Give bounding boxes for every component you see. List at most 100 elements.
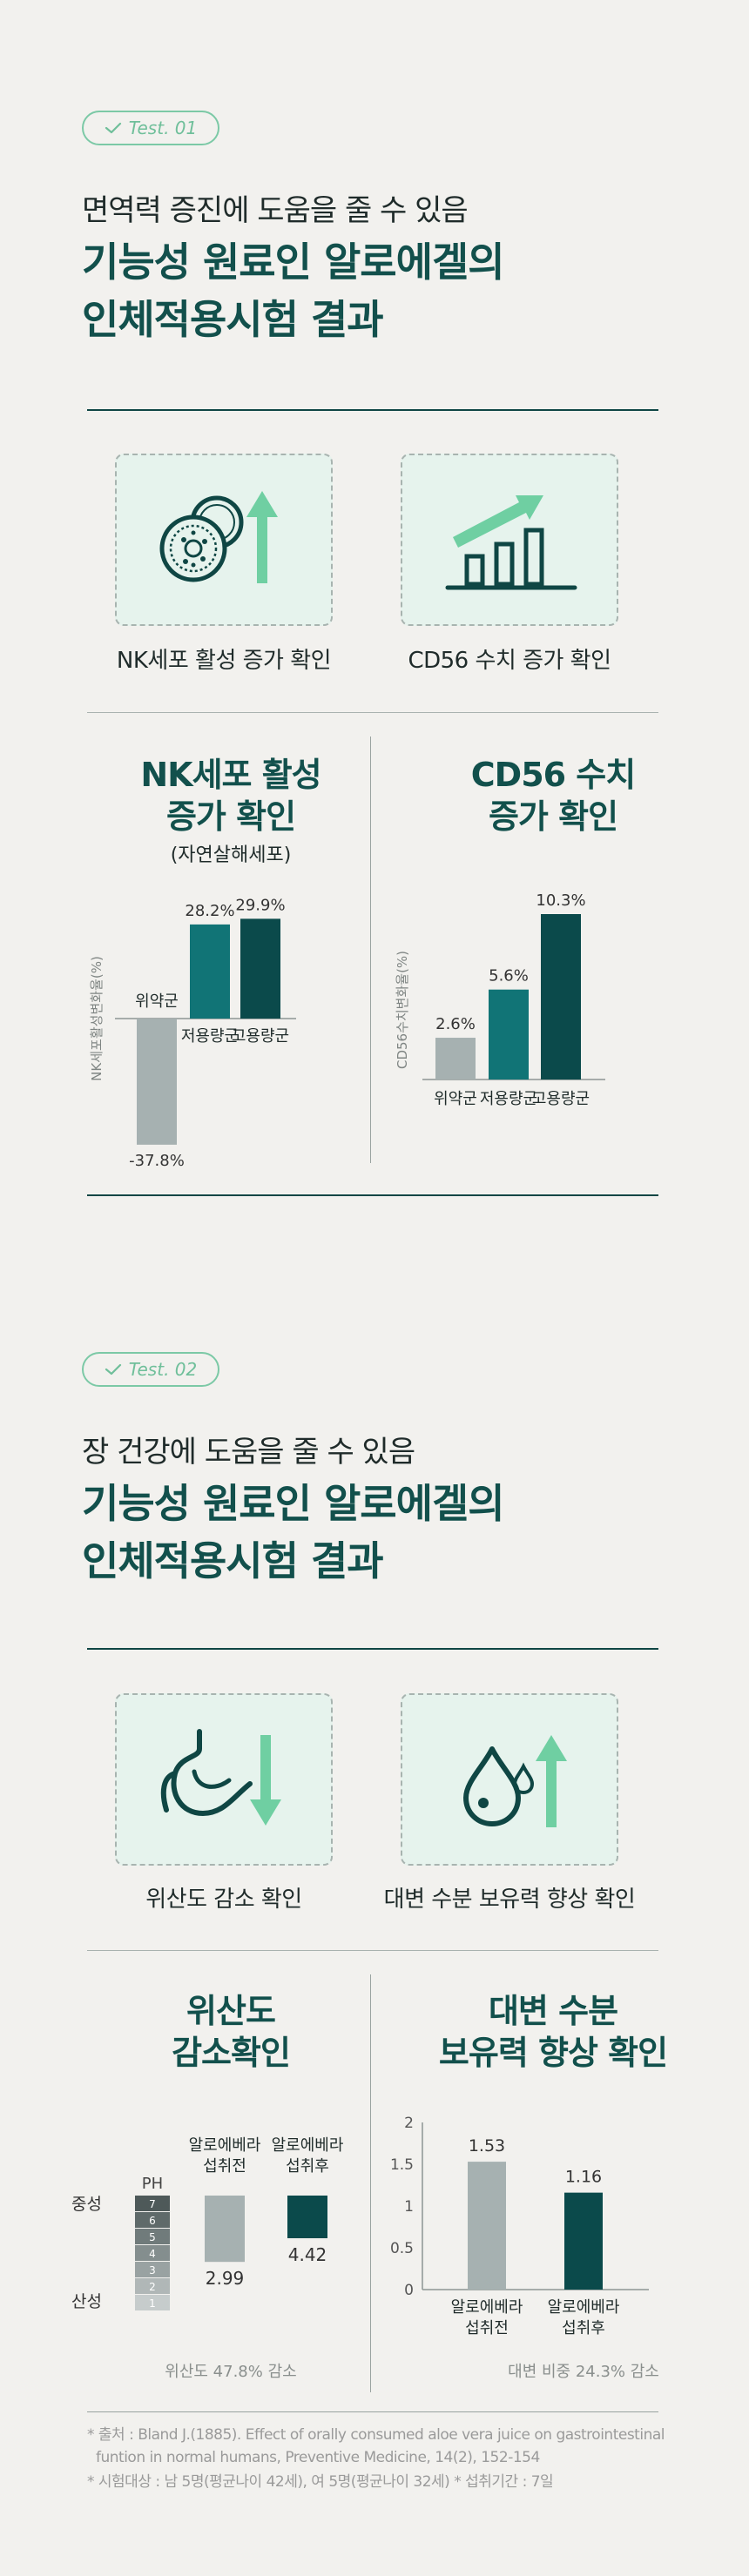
footnote-source-1: * 출처 : Bland J.(1885). Effect of orally … xyxy=(87,2426,665,2444)
chart-title-cd56-1: CD56 수치 xyxy=(470,756,636,794)
divider-thin xyxy=(87,1950,658,1951)
ph-scale-cell-5 xyxy=(135,2229,170,2244)
category-label-0-1: 섭취전 xyxy=(203,2157,246,2176)
value-label-2: 10.3% xyxy=(536,891,585,910)
section-headline-1: 기능성 원료인 알로에겔의 xyxy=(82,239,505,286)
ph-scale-cell-1 xyxy=(135,2295,170,2310)
scale-end-top: 중성 xyxy=(71,2195,102,2214)
water-drop-up-icon xyxy=(463,1735,567,1827)
chart-subtitle-nk: (자연살해세포) xyxy=(170,844,292,866)
category-label-1-1: 섭취후 xyxy=(562,2319,605,2337)
test-badge-label: Test. 02 xyxy=(128,1359,198,1380)
icon-label-stomach: 위산도 감소 확인 xyxy=(145,1887,302,1913)
value-label-1: 28.2% xyxy=(185,902,234,920)
chart-note-stool: 대변 비중 24.3% 감소 xyxy=(508,2363,659,2381)
ph-scale-tick-6: 6 xyxy=(149,2215,156,2227)
bar-2 xyxy=(541,914,581,1079)
ph-scale-cell-4 xyxy=(135,2245,170,2261)
bar-0 xyxy=(137,1019,177,1145)
y-tick-1: 1.5 xyxy=(390,2156,414,2174)
category-label-1-1: 섭취후 xyxy=(286,2157,329,2176)
nk-chart: NK세포활성변화율(%) -37.8% 위약군 28.2% 저용량군 29.9% 고용량군 xyxy=(78,879,357,1175)
icon-label-drop: 대변 수분 보유력 향상 확인 xyxy=(383,1887,636,1913)
icon-label-nk: NK세포 활성 증가 확인 xyxy=(116,648,332,674)
category-label-1-0: 알로에베라 xyxy=(272,2136,344,2155)
scale-label: PH xyxy=(142,2175,163,2193)
bar-0 xyxy=(435,1038,476,1079)
ph-scale-tick-4: 4 xyxy=(149,2248,156,2260)
bar-0 xyxy=(468,2162,506,2290)
category-label-0: 위약군 xyxy=(135,992,179,1011)
water-drop-up-icon-box xyxy=(401,1693,618,1866)
category-label-1: 저용량군 xyxy=(181,1027,239,1046)
chart-title-stool-1: 대변 수분 xyxy=(488,1992,618,2030)
value-label-1: 4.42 xyxy=(288,2244,327,2265)
section-kicker: 면역력 증진에 도움을 줄 수 있음 xyxy=(82,193,469,228)
ph-scale-cell-6 xyxy=(135,2212,170,2228)
ph-scale-cell-2 xyxy=(135,2278,170,2294)
check-icon xyxy=(105,1363,121,1375)
bar-1 xyxy=(489,989,529,1079)
bar-1 xyxy=(287,2196,327,2239)
y-tick-2: 1 xyxy=(404,2198,414,2216)
chart-title-stool-2: 보유력 향상 확인 xyxy=(438,2034,668,2072)
test-badge: Test. 01 xyxy=(82,111,219,145)
chart-title-nk-1: NK세포 활성 xyxy=(140,756,321,794)
section-headline-2: 인체적용시험 결과 xyxy=(82,296,384,343)
chart-title-ph-2: 감소확인 xyxy=(172,2034,291,2072)
ph-chart: PH 7 6 5 4 3 2 1 중성 산성 2.99 알로에베라 섭취전 4.42 알로에베라 섭취후 xyxy=(70,2124,366,2333)
ph-scale-cell-3 xyxy=(135,2262,170,2277)
nk-cell-up-icon-box xyxy=(115,454,333,626)
chart-note-ph: 위산도 47.8% 감소 xyxy=(165,2363,297,2381)
bar-1 xyxy=(564,2192,603,2290)
ph-scale-tick-5: 5 xyxy=(149,2231,156,2243)
bar-0 xyxy=(205,2196,245,2263)
section-headline-1: 기능성 원료인 알로에겔의 xyxy=(82,1480,505,1527)
ph-scale-tick-2: 2 xyxy=(149,2281,156,2293)
check-icon xyxy=(105,122,121,134)
value-label-0: 1.53 xyxy=(469,2136,505,2156)
ph-scale-cell-7 xyxy=(135,2196,170,2211)
chart-title-cd56-2: 증가 확인 xyxy=(488,797,618,836)
y-axis-label: NK세포활성변화율(%) xyxy=(89,956,105,1081)
footnote-subjects: * 시험대상 : 남 5명(평균나이 42세), 여 5명(평균나이 32세) … xyxy=(87,2473,554,2491)
ph-scale-tick-3: 3 xyxy=(149,2264,156,2277)
footnote-source-2: funtion in normal humans, Preventive Med… xyxy=(96,2449,540,2466)
chart-title-ph-1: 위산도 xyxy=(186,1992,276,2030)
category-label-0-0: 알로에베라 xyxy=(451,2298,523,2317)
nk-cell-up-icon xyxy=(159,491,278,583)
y-axis-label: CD56수치변화율(%) xyxy=(395,951,410,1069)
stool-chart: 2 1.5 1 0.5 0 1.53 알로에베라 섭취전 1.16 알로에베라 섭취후 xyxy=(388,2107,666,2351)
test-badge: Test. 02 xyxy=(82,1352,219,1387)
category-label-0-1: 섭취전 xyxy=(465,2319,509,2337)
chart-title-nk-2: 증가 확인 xyxy=(165,797,296,836)
ph-scale-tick-1: 1 xyxy=(149,2297,156,2310)
chart-divider xyxy=(370,736,371,1163)
value-label-1: 1.16 xyxy=(565,2168,602,2187)
divider xyxy=(87,409,658,411)
cd56-bar-up-icon xyxy=(445,495,577,590)
divider-thin xyxy=(87,712,658,713)
ph-scale-tick-7: 7 xyxy=(149,2198,156,2210)
value-label-2: 29.9% xyxy=(235,896,285,914)
icon-label-cd56: CD56 수치 증가 확인 xyxy=(408,648,611,674)
value-label-0: -37.8% xyxy=(129,1152,185,1170)
category-label-1-0: 알로에베라 xyxy=(548,2298,620,2317)
chart-divider xyxy=(370,1974,371,2392)
value-label-0: 2.99 xyxy=(206,2268,245,2289)
divider xyxy=(87,1194,658,1196)
cd56-bar-up-icon-box xyxy=(401,454,618,626)
y-tick-0: 2 xyxy=(404,2115,414,2132)
section-headline-2: 인체적용시험 결과 xyxy=(82,1537,384,1584)
value-label-0: 2.6% xyxy=(435,1015,476,1033)
section-kicker: 장 건강에 도움을 줄 수 있음 xyxy=(82,1435,415,1470)
bar-1 xyxy=(190,924,230,1019)
divider xyxy=(87,2411,658,2412)
cd56-chart: CD56수치변화율(%) 2.6% 위약군 5.6% 저용량군 10.3% 고용량군 xyxy=(388,879,666,1140)
category-label-2: 고용량군 xyxy=(232,1027,289,1046)
category-label-0-0: 알로에베라 xyxy=(189,2136,261,2155)
category-label-1: 저용량군 xyxy=(480,1090,537,1108)
y-tick-4: 0 xyxy=(404,2282,414,2299)
category-label-2: 고용량군 xyxy=(532,1090,590,1108)
category-label-0: 위약군 xyxy=(434,1090,477,1108)
